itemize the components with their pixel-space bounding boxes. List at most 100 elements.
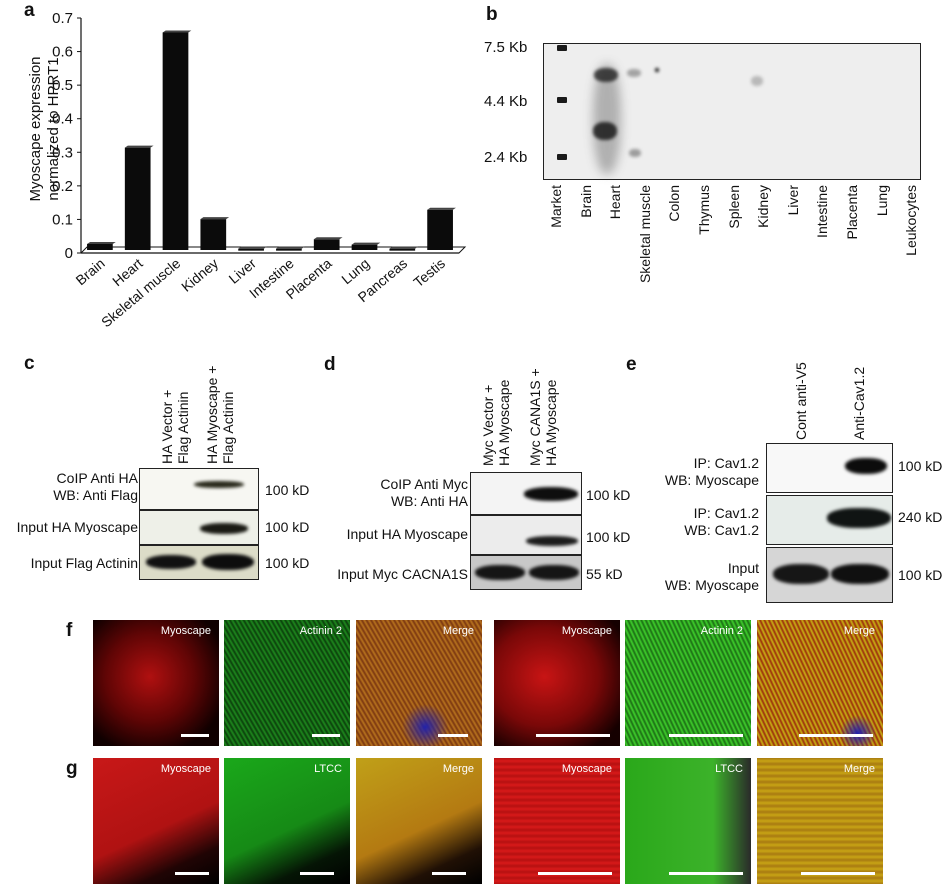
y-tick-label: 0.6 (52, 44, 73, 61)
y-tick-label: 0 (65, 245, 73, 262)
blot-c-coip (139, 468, 259, 510)
mw-label: 100 kD (265, 519, 310, 535)
row-label-line: WB: Cav1.2 (684, 522, 759, 538)
micrograph-label: LTCC (715, 763, 743, 775)
lane-label: Thymus (696, 185, 712, 235)
blot-band (526, 536, 578, 546)
bar-top (200, 217, 230, 220)
panel-label-g: g (66, 758, 78, 779)
bar-top (124, 145, 154, 148)
blot-c-input-myoscape (139, 510, 259, 545)
blot-band (194, 481, 244, 488)
heart-band-lower (593, 122, 617, 140)
scale-bar (312, 734, 340, 737)
y-tick-label: 0.2 (52, 178, 73, 195)
blot-c-input-actinin (139, 545, 259, 580)
panel-label-c: c (24, 353, 35, 374)
marker-label: 2.4 Kb (484, 149, 528, 166)
lane-label-c2: HA Myoscape + Flag Actinin (204, 366, 236, 464)
row-label: Input Myc CACNA1S (337, 566, 468, 582)
blot-band (146, 555, 196, 569)
panel-label-e: e (626, 354, 637, 375)
bar-top (276, 246, 305, 249)
y-tick-label: 0.3 (52, 144, 73, 161)
micrograph-f-myoscape-zoom: Myoscape (494, 620, 620, 746)
blot-band (529, 565, 579, 580)
mw-label: 100 kD (265, 482, 310, 498)
blot-e-ip-cav12 (766, 495, 893, 545)
scale-bar (438, 734, 468, 737)
bar (427, 209, 453, 250)
lane-label-d2: Myc CANA1S + HA Myoscape (527, 368, 559, 466)
x-tick-label: Kidney (178, 255, 221, 295)
lane-label: Spleen (725, 185, 742, 229)
row-label-line: WB: Anti HA (390, 493, 468, 509)
bar (87, 243, 113, 250)
bar (313, 239, 340, 250)
bar (238, 248, 264, 251)
marker-band-7.5 (557, 45, 567, 51)
micrograph-g-ltcc: LTCC (224, 758, 350, 884)
scale-bar (669, 734, 743, 737)
blot-d-input-cacna1s (470, 555, 582, 590)
row-label: Input Flag Actinin (30, 555, 138, 571)
micrograph-label: LTCC (314, 763, 342, 775)
row-label-line: IP: Cav1.2 (693, 505, 759, 521)
mw-label: 100 kD (586, 529, 631, 545)
scale-bar (181, 734, 209, 737)
y-tick-label: 0.1 (52, 211, 73, 228)
panel-label-f: f (66, 620, 73, 641)
blot-band (831, 564, 889, 584)
micrograph-label: Myoscape (561, 763, 612, 775)
blot-e-ip-myoscape (766, 443, 893, 493)
row-label-line: WB: Myoscape (664, 577, 759, 593)
row-label-line: WB: Anti Flag (53, 487, 138, 503)
micrograph-f-merge-zoom: Merge (757, 620, 883, 746)
bar (389, 248, 416, 251)
micrograph-label: Myoscape (160, 763, 211, 775)
bar (124, 147, 151, 250)
micrograph-g-ltcc-zoom: LTCC (625, 758, 751, 884)
row-label: Input WB: Myoscape (665, 560, 759, 594)
row-label-line: CoIP Anti Myc (380, 476, 468, 492)
mw-label: 100 kD (898, 458, 943, 474)
marker-band-4.4 (557, 97, 567, 103)
row-label: Input HA Myoscape (16, 519, 138, 535)
marker-band-2.4 (557, 154, 567, 160)
bar-top (427, 207, 456, 210)
lane-label: Leukocytes (903, 185, 920, 256)
lane-label: Kidney (755, 185, 772, 228)
x-tick-label: Testis (410, 255, 448, 290)
mw-label: 100 kD (265, 555, 310, 571)
scale-bar (536, 734, 610, 737)
row-label-line: Input (727, 560, 759, 576)
blot-band (200, 523, 248, 534)
bar-top (238, 246, 267, 249)
y-axis-label-line2: normalized to HPRT1 (45, 57, 62, 201)
bar (200, 219, 227, 250)
scale-bar (669, 872, 743, 875)
lane-label-e2: Anti-Cav1.2 (851, 366, 867, 440)
micrograph-f-merge: Merge (356, 620, 482, 746)
kidney-band (751, 76, 763, 86)
blot-band (475, 565, 525, 580)
lane-label-line: HA Myoscape (496, 379, 512, 466)
y-tick-label: 0.5 (52, 77, 73, 94)
row-label: Input HA Myoscape (346, 526, 468, 542)
lane-label-line: HA Myoscape + (204, 365, 220, 464)
micrograph-f-myoscape: Myoscape (93, 620, 219, 746)
mw-label: 240 kD (898, 509, 943, 525)
lane-label: Brain (577, 185, 594, 218)
y-axis-label: Myoscape expression normalized to HPRT1 (27, 34, 63, 224)
lane-label-line: Flag Actinin (220, 391, 236, 464)
row-label: CoIP Anti Myc WB: Anti HA (380, 476, 468, 510)
skeletal-band-upper (627, 69, 641, 77)
micrograph-label: Merge (442, 625, 474, 637)
heart-band-upper (594, 68, 618, 82)
row-label-line: WB: Myoscape (664, 472, 759, 488)
bar-top (351, 242, 381, 245)
bar-top (313, 237, 343, 240)
micrograph-g-merge: Merge (356, 758, 482, 884)
blot-band (202, 554, 254, 570)
blot-band (827, 508, 891, 528)
